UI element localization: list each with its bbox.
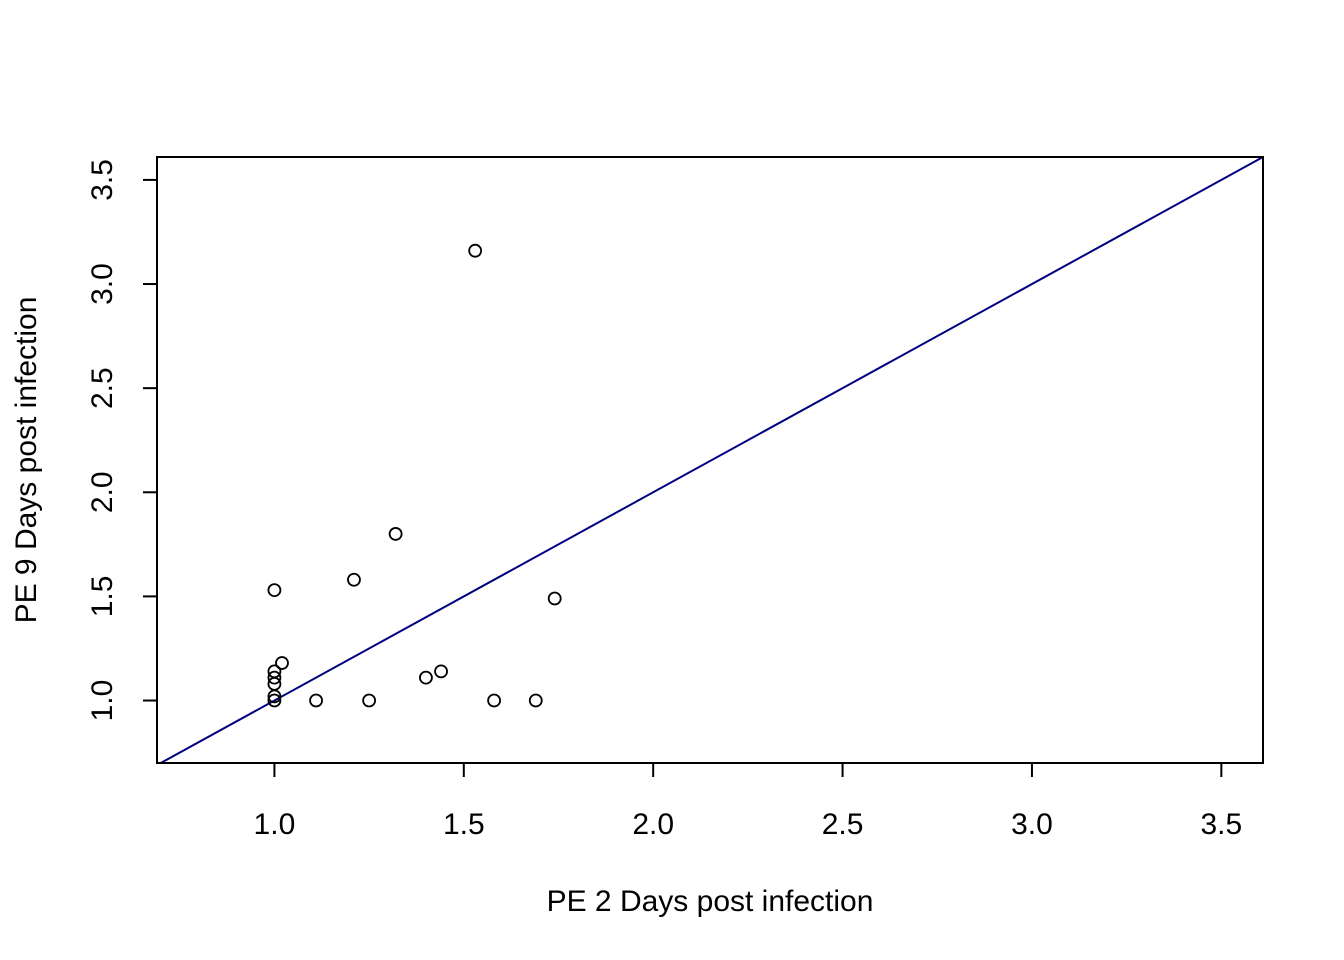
x-tick-label: 2.0 <box>632 808 674 841</box>
data-point <box>309 693 323 708</box>
x-tick-label: 1.5 <box>443 808 485 841</box>
data-point <box>347 572 361 587</box>
y-axis: 1.0 1.5 2.0 2.5 3.0 3.5 <box>86 159 158 722</box>
y-tick-label: 1.0 <box>86 680 119 722</box>
data-point <box>267 693 282 708</box>
data-point <box>419 670 433 685</box>
data-point <box>434 664 448 679</box>
y-tick-label: 3.0 <box>86 263 119 305</box>
x-tick-label: 3.0 <box>1011 808 1053 841</box>
data-point <box>528 693 543 708</box>
y-axis-title: PE 9 Days post infection <box>10 297 43 624</box>
data-point <box>468 243 483 258</box>
data-point <box>388 527 403 541</box>
y-tick-label: 2.0 <box>86 471 119 513</box>
data-point <box>275 656 289 670</box>
x-axis-title: PE 2 Days post infection <box>547 885 874 918</box>
y-tick-label: 2.5 <box>86 367 119 409</box>
x-tick-label: 1.0 <box>254 808 296 841</box>
data-point <box>362 693 377 708</box>
data-point <box>267 664 282 679</box>
x-axis: 1.0 1.5 2.0 2.5 3.0 3.5 <box>254 762 1242 841</box>
data-point <box>487 693 502 708</box>
data-point <box>267 583 282 598</box>
reference-line <box>158 157 1263 763</box>
data-point <box>547 591 562 606</box>
x-tick-label: 3.5 <box>1200 808 1242 841</box>
data-point <box>267 670 282 685</box>
plot-content <box>158 157 1263 763</box>
x-tick-label: 2.5 <box>822 808 864 841</box>
y-tick-label: 1.5 <box>86 576 119 618</box>
y-tick-label: 3.5 <box>86 159 119 201</box>
